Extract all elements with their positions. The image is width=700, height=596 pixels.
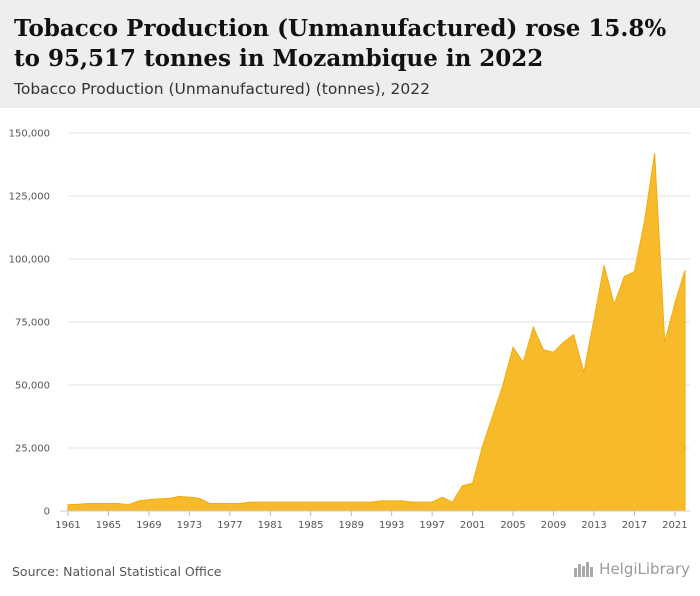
area-path [67, 153, 686, 512]
chart: 0 25,000 50,000 75,000 100,000 125,000 150,000… [9, 129, 690, 531]
x-tick-label: 2017 [622, 520, 647, 531]
x-tick-label: 1961 [55, 520, 80, 531]
y-tick-label: 50,000 [15, 381, 50, 392]
x-tick-label: 1973 [177, 520, 202, 531]
y-axis-ticks: 0 25,000 50,000 75,000 100,000 125,000 150,000 [9, 129, 50, 518]
y-tick-label: 125,000 [9, 192, 50, 203]
y-tick-label: 100,000 [9, 255, 50, 266]
x-tick-label: 2009 [541, 520, 566, 531]
x-tick-label: 1993 [379, 520, 404, 531]
x-tick-label: 1969 [136, 520, 161, 531]
x-axis-ticks: 1961 1965 1969 1973 1977 1981 1985 1989 1993 1997… [55, 511, 688, 531]
y-tick-label: 150,000 [9, 129, 50, 140]
y-tick-label: 0 [44, 507, 50, 518]
y-tick-label: 25,000 [15, 444, 50, 455]
x-tick-label: 1989 [338, 520, 363, 531]
brand-name: HelgiLibrary [599, 560, 690, 578]
x-tick-label: 1977 [217, 520, 242, 531]
x-tick-label: 2005 [500, 520, 525, 531]
page-title: Tobacco Production (Unmanufactured) rose… [14, 15, 667, 72]
x-tick-label: 2001 [460, 520, 485, 531]
x-tick-label: 1965 [96, 520, 121, 531]
source-note: Source: National Statistical Office [12, 564, 222, 579]
x-tick-label: 2021 [662, 520, 687, 531]
header-band [0, 0, 700, 108]
x-tick-label: 1981 [258, 520, 283, 531]
x-tick-label: 1997 [419, 520, 444, 531]
city-skyline-icon [574, 562, 594, 577]
x-tick-label: 1985 [298, 520, 323, 531]
grid-lines [68, 132, 690, 449]
chart-subtitle: Tobacco Production (Unmanufactured) (ton… [14, 80, 430, 98]
y-tick-label: 75,000 [15, 318, 50, 329]
x-tick-label: 2013 [581, 520, 606, 531]
brand-logo[interactable]: HelgiLibrary [573, 560, 690, 578]
area-series [67, 153, 686, 512]
